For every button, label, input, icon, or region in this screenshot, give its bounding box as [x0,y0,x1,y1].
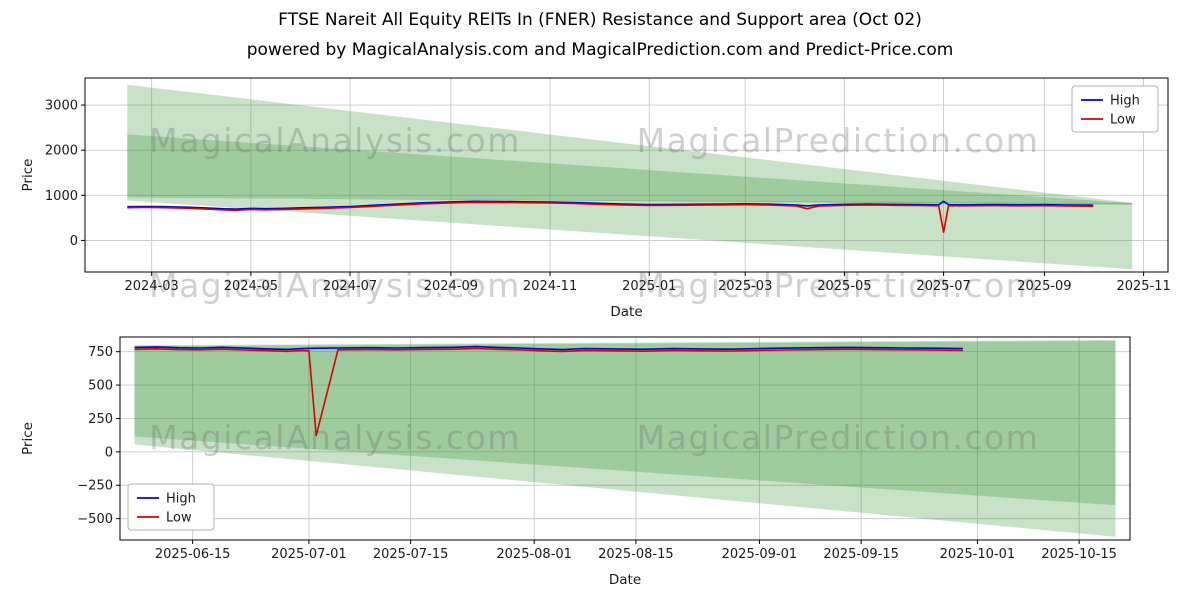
legend-label-low: Low [1110,113,1136,128]
plot-border [119,336,1131,541]
y-tick-label: 1000 [45,189,78,204]
x-tick-label: 2025-09-15 [823,547,899,562]
x-tick-label: 2025-01 [622,279,676,294]
x-tick-label: 2025-09-01 [722,547,798,562]
y-tick-label: −250 [77,479,113,494]
legend-label-high: High [1110,94,1140,109]
support-band-outer-band [134,339,1116,537]
legend-label-low: Low [166,511,192,526]
y-tick-label: 2000 [45,144,78,159]
resistance-fan-outer-band [127,84,1133,205]
watermark-text: MagicalPrediction.com [637,418,1040,457]
x-axis-label: Date [609,572,641,588]
y-tick-label: 750 [88,345,113,360]
x-tick-label: 2025-08-01 [496,547,572,562]
x-tick-label: 2024-07 [323,279,377,294]
watermark-text: MagicalAnalysis.com [149,418,521,457]
x-tick-label: 2024-05 [224,279,278,294]
watermark-text: MagicalAnalysis.com [149,121,521,160]
x-tick-label: 2025-07-15 [373,547,449,562]
y-tick-label: 0 [105,445,113,460]
subplot-0: MagicalAnalysis.com MagicalPrediction.com… [20,77,1171,320]
y-tick-label: −500 [77,512,113,527]
support-band-inner-band [134,341,1116,506]
x-tick-label: 2025-06-15 [155,547,231,562]
x-tick-label: 2025-09 [1017,279,1071,294]
series-line-high [127,200,1094,210]
y-tick-label: 500 [88,379,113,394]
y-axis-label: Price [20,422,36,455]
y-tick-label: 0 [70,234,78,249]
legend-label-high: High [166,492,196,507]
series-line-low [134,347,963,437]
x-tick-label: 2025-03 [718,279,772,294]
x-tick-label: 2025-11 [1116,279,1170,294]
x-tick-label: 2025-05 [817,279,871,294]
subplot-1: MagicalAnalysis.com MagicalPrediction.com… [20,336,1131,588]
y-axis-label: Price [20,159,36,192]
support-wedge-band [127,197,1133,270]
resistance-fan-inner-band [127,134,1133,205]
x-tick-label: 2024-03 [125,279,179,294]
chart-title: FTSE Nareit All Equity REITs In (FNER) R… [278,10,922,30]
watermark-text: MagicalPrediction.com [637,121,1040,160]
legend-box [1071,85,1159,133]
x-tick-label: 2024-11 [523,279,577,294]
series-line-high [134,345,963,351]
chart-subtitle: powered by MagicalAnalysis.com and Magic… [246,40,954,60]
plot-border [84,77,1169,273]
x-tick-label: 2025-08-15 [598,547,674,562]
y-tick-label: 250 [88,412,113,427]
y-tick-label: 3000 [45,99,78,114]
series-line-low [127,201,1094,233]
x-tick-label: 2025-07 [916,279,970,294]
x-tick-label: 2024-09 [424,279,478,294]
x-tick-label: 2025-10-15 [1041,547,1117,562]
x-axis-label: Date [610,304,642,320]
x-tick-label: 2025-10-01 [940,547,1016,562]
x-tick-label: 2025-07-01 [271,547,347,562]
legend-box [127,483,215,531]
